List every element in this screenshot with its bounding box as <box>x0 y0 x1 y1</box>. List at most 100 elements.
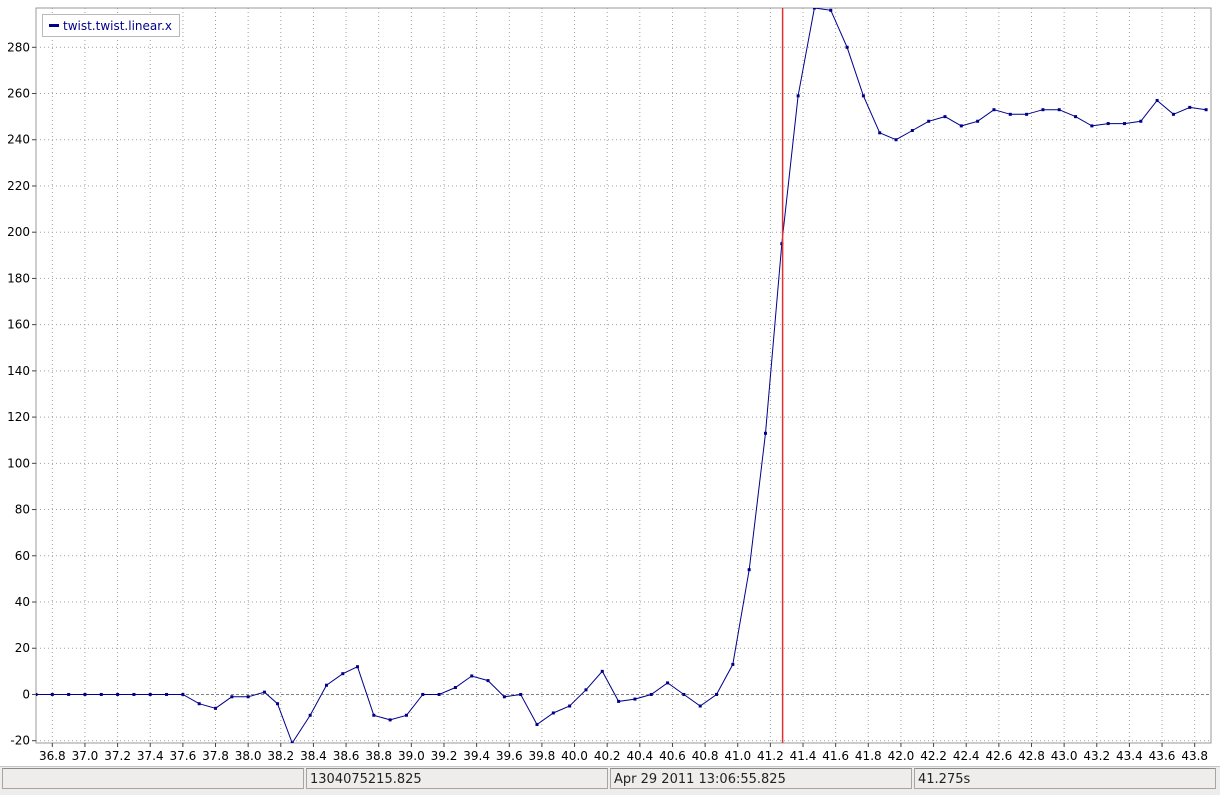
data-point <box>976 119 980 123</box>
data-point <box>67 692 71 696</box>
data-point <box>1008 112 1012 116</box>
x-tick-label: 38.4 <box>300 749 327 763</box>
y-tick-label: 280 <box>7 40 30 54</box>
data-point <box>388 718 392 722</box>
data-point <box>148 692 152 696</box>
plot-frame <box>35 7 1212 744</box>
y-tick-label: 240 <box>7 133 30 147</box>
x-tick-label: 37.2 <box>104 749 131 763</box>
x-tick-label: 37.4 <box>137 749 164 763</box>
x-tick-label: 39.4 <box>463 749 490 763</box>
data-point <box>551 711 555 715</box>
data-point <box>502 695 506 699</box>
data-point <box>276 702 280 706</box>
y-tick-label: -20 <box>10 734 30 748</box>
data-point <box>780 242 784 246</box>
x-tick-label: 42.0 <box>888 749 915 763</box>
x-tick-label: 42.8 <box>1018 749 1045 763</box>
data-point <box>584 688 588 692</box>
data-point <box>372 713 376 717</box>
data-point <box>437 692 441 696</box>
data-point <box>1025 112 1029 116</box>
legend-label: twist.twist.linear.x <box>63 18 173 33</box>
x-tick-label: 43.2 <box>1083 749 1110 763</box>
data-point <box>535 723 539 727</box>
y-tick-label: 160 <box>7 318 30 332</box>
x-tick-label: 42.4 <box>953 749 980 763</box>
x-tick-label: 43.0 <box>1051 749 1078 763</box>
data-point <box>731 662 735 666</box>
data-point <box>116 692 120 696</box>
data-point <box>698 704 702 708</box>
data-point <box>568 704 572 708</box>
data-point <box>83 692 87 696</box>
data-point <box>519 692 523 696</box>
x-tick-label: 42.6 <box>985 749 1012 763</box>
data-point <box>181 692 185 696</box>
data-point <box>959 124 963 128</box>
y-tick-label: 200 <box>7 225 30 239</box>
status-field-elapsed: 41.275s <box>914 768 1216 789</box>
x-tick-label: 43.4 <box>1116 749 1143 763</box>
data-point <box>910 129 914 132</box>
data-point <box>666 681 670 685</box>
y-tick-label: 140 <box>7 364 30 378</box>
data-point <box>1139 119 1143 123</box>
data-point <box>1204 108 1208 112</box>
data-point <box>308 713 312 717</box>
data-point <box>99 692 103 696</box>
data-point <box>214 706 218 710</box>
status-field-empty <box>2 768 304 789</box>
legend-swatch <box>49 24 59 27</box>
data-point <box>404 713 408 717</box>
plot-area[interactable]: 36.8 37.0 37.2 37.4 37.6 37.8 38.0 38.2 38.4 38.6… <box>0 0 1220 766</box>
y-tick-label: 180 <box>7 271 30 285</box>
data-point <box>132 692 136 696</box>
data-point <box>763 431 767 435</box>
data-point <box>246 695 250 699</box>
y-tick-label: 60 <box>15 549 30 563</box>
x-tick-label: 43.6 <box>1149 749 1176 763</box>
data-point <box>290 741 294 743</box>
data-point <box>715 692 719 696</box>
data-point <box>812 8 816 10</box>
x-tick-label: 42.2 <box>920 749 947 763</box>
data-point <box>453 686 457 690</box>
x-tick-label: 41.6 <box>822 749 849 763</box>
data-point <box>861 94 865 98</box>
data-point <box>1041 108 1045 112</box>
data-point <box>747 568 751 572</box>
data-point <box>421 692 425 696</box>
y-tick-label: 220 <box>7 179 30 193</box>
data-point <box>829 8 833 12</box>
x-tick-label: 38.2 <box>267 749 294 763</box>
data-point <box>324 683 328 687</box>
data-point <box>682 692 686 696</box>
data-point <box>355 665 359 669</box>
data-point <box>796 94 800 98</box>
x-tick-label: 37.8 <box>202 749 229 763</box>
data-point <box>633 697 637 701</box>
legend[interactable]: twist.twist.linear.x <box>42 14 181 37</box>
x-tick-label: 38.0 <box>235 749 262 763</box>
x-tick-label: 43.8 <box>1181 749 1208 763</box>
data-point <box>894 138 898 142</box>
x-tick-label: 38.6 <box>333 749 360 763</box>
x-tick-label: 38.8 <box>365 749 392 763</box>
data-point <box>50 692 54 696</box>
data-point <box>1057 108 1061 112</box>
x-tick-label: 39.2 <box>431 749 458 763</box>
y-tick-label: 0 <box>22 687 30 701</box>
data-point <box>36 692 38 696</box>
x-tick-label: 40.8 <box>692 749 719 763</box>
data-point <box>262 690 266 694</box>
data-point <box>943 115 947 119</box>
data-point <box>165 692 169 696</box>
data-point <box>878 131 882 135</box>
data-point <box>845 45 849 49</box>
line-chart[interactable]: 36.8 37.0 37.2 37.4 37.6 37.8 38.0 38.2 38.4 38.6… <box>0 0 1220 766</box>
y-tick-label: 80 <box>15 503 30 517</box>
status-field-datetime: Apr 29 2011 13:06:55.825 <box>610 768 912 789</box>
y-tick-label: 120 <box>7 410 30 424</box>
data-point <box>600 669 604 673</box>
